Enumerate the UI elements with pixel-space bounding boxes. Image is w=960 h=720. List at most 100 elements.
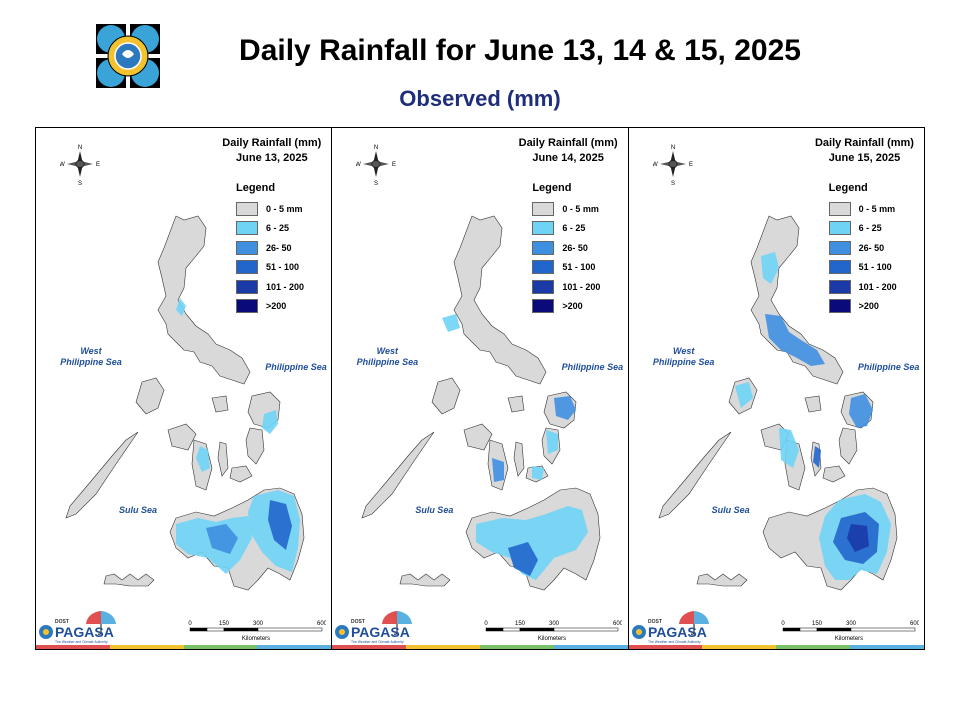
pagasa-logo: DOST PAGASA The Weather and Climate Auth…: [335, 611, 413, 644]
color-strip-segment: [850, 645, 924, 649]
legend-label: 101 - 200: [858, 281, 897, 292]
scale-bar: 0 150 300 600 Kilometers: [485, 621, 623, 642]
scale-tick-label: 0: [781, 621, 785, 627]
legend-item: >200: [236, 297, 304, 317]
rainfall-area: [846, 524, 869, 552]
legend-swatch: [532, 201, 555, 216]
compass-rose-icon: N S W E: [356, 145, 396, 186]
scale-tick-label: 600: [910, 621, 919, 627]
panel-heading: Daily Rainfall (mm): [222, 137, 322, 149]
scale-tick-label: 150: [219, 621, 230, 627]
island-sulu: [696, 573, 748, 587]
island-cebu: [514, 441, 525, 477]
island-masbate: [211, 395, 229, 413]
rainfall-area: [206, 524, 238, 554]
legend-label: >200: [562, 301, 583, 312]
map-panel-june-13: N S W E Daily Rainfall (mm) June 13, 202…: [36, 128, 333, 649]
legend-label: 51 - 100: [562, 262, 596, 273]
color-strip-segment: [479, 645, 554, 649]
scale-tick-label: 300: [253, 621, 264, 627]
compass-w: W: [356, 162, 361, 168]
panel-date: June 13, 2025: [236, 152, 308, 164]
philippines-rainfall-map: [658, 215, 897, 591]
legend-label: 6 - 25: [266, 223, 290, 234]
compass-e: E: [689, 162, 693, 168]
panel-heading: Daily Rainfall (mm): [814, 137, 914, 149]
svg-text:PAGASA: PAGASA: [351, 624, 410, 640]
island-palawan: [65, 431, 139, 519]
legend-item: 26- 50: [532, 238, 600, 258]
island-mindoro: [135, 377, 165, 415]
svg-text:The Weather and Climate Author: The Weather and Climate Authority: [351, 640, 404, 644]
rainfall-area: [176, 298, 186, 316]
island-bohol: [822, 465, 846, 483]
color-strip-segment: [702, 645, 777, 649]
legend: Legend 0 - 5 mm 6 - 25 26- 50 51 - 100 101 -…: [236, 182, 304, 316]
island-luzon: [157, 215, 251, 385]
compass-w: W: [653, 162, 658, 168]
legend: Legend 0 - 5 mm 6 - 25 26- 50 51 - 100 101 -…: [828, 182, 897, 316]
legend-swatch: [828, 240, 851, 255]
color-strip-segment: [109, 645, 184, 649]
compass-n: N: [670, 145, 674, 151]
legend-item: 51 - 100: [236, 258, 304, 278]
legend-label: >200: [858, 301, 879, 312]
island-cebu: [217, 441, 229, 477]
island-panay: [463, 423, 493, 451]
legend-swatch: [236, 221, 258, 236]
legend-label: 0 - 5 mm: [858, 203, 896, 214]
legend-label: 26- 50: [266, 242, 292, 253]
svg-text:The Weather and Climate Author: The Weather and Climate Authority: [648, 640, 701, 644]
scale-tick-label: 0: [188, 621, 192, 627]
legend-item: 51 - 100: [532, 258, 600, 278]
compass-e: E: [392, 162, 396, 168]
island-palawan: [361, 431, 435, 519]
island-bohol: [229, 465, 253, 483]
legend-swatch: [532, 279, 555, 294]
compass-w: W: [60, 162, 65, 168]
scale-tick-label: 150: [515, 621, 526, 627]
page-title: Daily Rainfall for June 13, 14 & 15, 202…: [239, 34, 801, 67]
map-panel-june-14: N S W E Daily Rainfall (mm) June 14, 202…: [332, 128, 629, 649]
legend-swatch: [532, 299, 555, 314]
rainfall-area: [196, 446, 210, 472]
island-mindoro: [431, 377, 461, 415]
rainfall-area: [734, 382, 753, 408]
color-strip-segment: [332, 645, 407, 649]
label-sulu-sea: Sulu Sea: [118, 505, 157, 515]
label-philippine-sea: Philippine Sea: [561, 362, 624, 372]
legend-label: 26- 50: [562, 242, 588, 253]
svg-text:The Weather and Climate Author: The Weather and Climate Authority: [55, 640, 108, 644]
color-strip: [36, 645, 332, 649]
legend-item: 26- 50: [236, 238, 304, 258]
legend-item: 101 - 200: [236, 277, 304, 297]
label-west-philippine-sea: West Philippine Sea: [356, 346, 419, 367]
compass-rose-icon: N S W E: [60, 145, 100, 186]
legend-swatch: [828, 299, 851, 314]
svg-text:DOST: DOST: [648, 619, 662, 625]
philippines-rainfall-map: [65, 215, 305, 591]
panel-title: Daily Rainfall (mm) June 15, 2025: [815, 136, 914, 166]
pagasa-logo: DOST PAGASA The Weather and Climate Auth…: [39, 611, 116, 644]
legend-label: 6 - 25: [562, 223, 586, 234]
map-panels: N S W E Daily Rainfall (mm) June 13, 202…: [35, 127, 925, 650]
map-panel-june-15: N S W E Daily Rainfall (mm) June 15, 202…: [628, 128, 924, 649]
scale-tick-label: 600: [317, 621, 326, 627]
island-sulu: [103, 573, 155, 587]
legend-swatch: [828, 279, 851, 294]
compass-s: S: [671, 181, 675, 186]
rainfall-area: [262, 410, 278, 434]
scale-unit: Kilometers: [538, 636, 566, 642]
color-strip-segment: [183, 645, 258, 649]
legend-label: 0 - 5 mm: [562, 203, 599, 214]
legend-item: 101 - 200: [828, 277, 897, 297]
legend-item: 26- 50: [828, 238, 897, 258]
color-strip-segment: [553, 645, 628, 649]
rainfall-area: [812, 446, 821, 468]
rainfall-area: [492, 458, 505, 482]
legend-swatch: [828, 221, 851, 236]
panel-date: June 15, 2025: [828, 152, 901, 164]
island-panay: [167, 423, 197, 451]
legend-label: 0 - 5 mm: [266, 203, 303, 214]
legend-title: Legend: [236, 182, 276, 194]
